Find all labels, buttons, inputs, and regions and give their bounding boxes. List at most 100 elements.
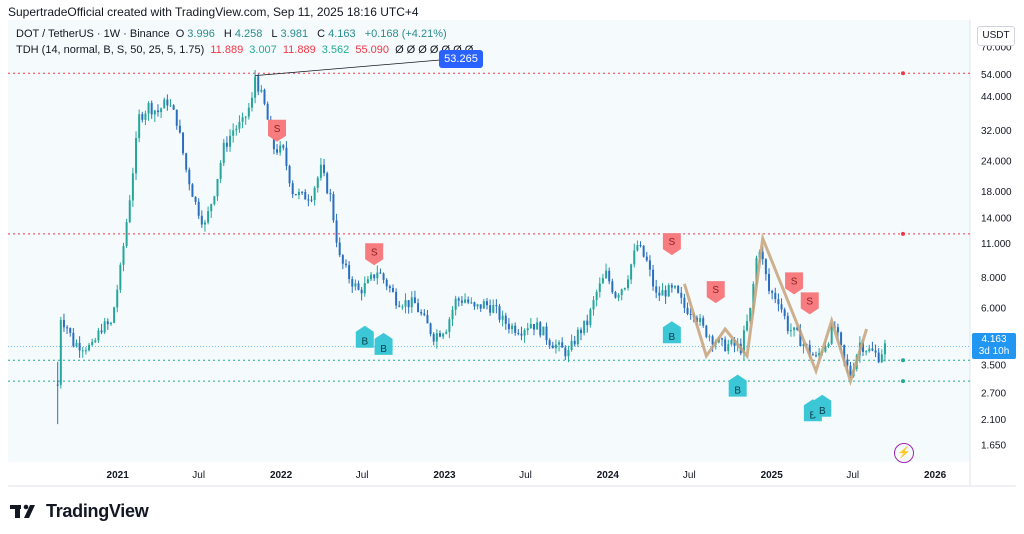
candle-body: [473, 302, 476, 307]
x-tick-label: 2023: [433, 470, 456, 481]
x-tick-label: Jul: [683, 470, 696, 481]
candle-body: [774, 292, 777, 300]
y-tick-label: 70.000: [981, 43, 1012, 54]
candle-body: [194, 196, 197, 202]
candle-body: [680, 292, 683, 298]
candle-body: [128, 200, 131, 223]
candle-body: [868, 348, 871, 352]
candle-body: [207, 211, 210, 223]
candle-body: [489, 305, 492, 313]
candle-body: [479, 304, 482, 309]
x-tick-label: Jul: [846, 470, 859, 481]
candle-body: [62, 320, 65, 328]
candle-body: [617, 295, 620, 298]
x-tick-label: Jul: [356, 470, 369, 481]
candle-body: [874, 350, 877, 353]
candle-body: [761, 251, 764, 260]
buy-signal-label: B: [819, 406, 826, 417]
sell-signal-marker: [268, 119, 287, 142]
candle-body: [840, 332, 843, 345]
candle-body: [354, 283, 357, 287]
candle-body: [517, 332, 520, 334]
candle-body: [827, 343, 830, 347]
candle-body: [576, 329, 579, 345]
candle-body: [216, 179, 219, 197]
candle-body: [147, 103, 150, 114]
candle-body: [200, 215, 203, 225]
candle-body: [307, 199, 310, 201]
candle-body: [783, 309, 786, 317]
candle-body: [673, 285, 676, 288]
candle-body: [620, 289, 623, 296]
candle-body: [329, 193, 332, 195]
tradingview-logo-icon: [10, 504, 35, 518]
candle-body: [373, 274, 376, 279]
candle-body: [579, 329, 582, 334]
candle-body: [116, 289, 119, 308]
candle-body: [664, 290, 667, 297]
sell-signal-marker: [706, 281, 725, 304]
candle-body: [721, 338, 724, 340]
candle-body: [871, 348, 874, 351]
candle-body: [507, 323, 510, 330]
footer-brand: TradingView: [10, 498, 149, 524]
level-marker: [901, 358, 905, 363]
candle-body: [370, 274, 373, 280]
candle-body: [583, 320, 586, 334]
candle-body: [332, 194, 335, 221]
candle-body: [182, 132, 185, 154]
candle-body: [75, 342, 78, 347]
candle-body: [319, 164, 322, 178]
brand-name: TradingView: [46, 500, 149, 521]
candle-body: [514, 325, 517, 333]
candle-body: [498, 306, 501, 320]
candle-body: [178, 125, 181, 133]
buy-signal-label: B: [810, 410, 817, 421]
candle-body: [438, 333, 441, 337]
candle-body: [777, 299, 780, 305]
candle-body: [746, 321, 749, 331]
candle-body: [188, 169, 191, 185]
symbol-legend: DOT / TetherUS · 1W · Binance O 3.996 H 4.…: [16, 28, 447, 40]
x-tick-label: Jul: [192, 470, 205, 481]
x-tick-label: 2024: [597, 470, 620, 481]
candle-body: [407, 300, 410, 308]
lightning-icon[interactable]: ⚡: [894, 443, 914, 463]
candle-body: [677, 285, 680, 293]
candle-body: [645, 256, 648, 261]
candle-body: [266, 103, 269, 120]
candle-body: [141, 114, 144, 120]
peak-price-label: 53.265: [439, 50, 483, 68]
candle-body: [601, 278, 604, 284]
currency-button[interactable]: USDT: [977, 26, 1015, 46]
candle-body: [304, 191, 307, 200]
candle-body: [768, 274, 771, 292]
candle-body: [247, 107, 250, 117]
candle-body: [689, 313, 692, 315]
candle-body: [351, 279, 354, 287]
candle-body: [523, 330, 526, 336]
candle-body: [301, 191, 304, 193]
candle-body: [564, 347, 567, 357]
candle-body: [219, 162, 222, 180]
candle-body: [417, 303, 420, 313]
candle-body: [138, 114, 141, 139]
candle-body: [229, 135, 232, 147]
candle-body: [382, 273, 385, 280]
candle-body: [344, 263, 347, 266]
candle-body: [485, 301, 488, 306]
symbol-name: DOT / TetherUS · 1W · Binance: [16, 28, 170, 40]
candle-body: [391, 287, 394, 292]
y-tick-label: 1.650: [981, 441, 1006, 452]
candle-body: [642, 245, 645, 257]
candle-body: [542, 326, 545, 336]
candle-body: [279, 145, 282, 153]
candle-body: [454, 298, 457, 310]
candle-body: [175, 109, 178, 126]
candle-body: [191, 184, 194, 197]
y-tick-label: 14.000: [981, 214, 1012, 225]
buy-signal-marker: [813, 394, 832, 417]
indicator-legend: TDH (14, normal, B, S, 50, 25, 5, 1.75) …: [16, 44, 476, 56]
bar-countdown: 3d 10h: [978, 346, 1010, 357]
